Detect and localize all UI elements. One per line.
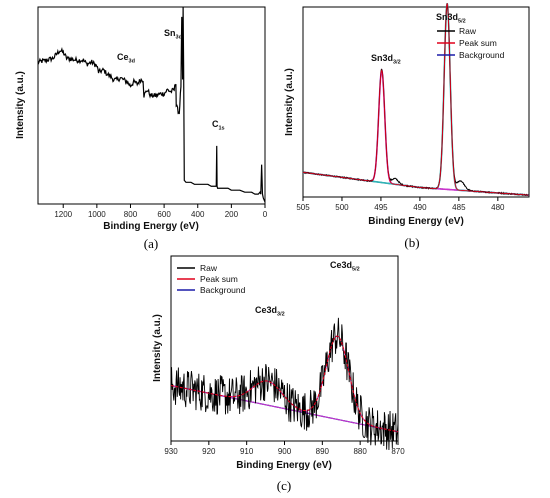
panel-a-y-axis-label: Intensity (a.u.) (15, 71, 26, 139)
panel-b-annotations: Sn3d5/2 Sn3d3/2 (371, 12, 466, 66)
panel-b-x-ticks: 505 500 495 490 485 480 (296, 197, 505, 212)
panel-b: 505 500 495 490 485 480 Sn3d5/2 Sn3d3/2 Raw Pe… (284, 2, 530, 250)
panel-a-annotations: Sn3d Ce3d C1s (117, 28, 225, 132)
panel-a-x-axis-label: Binding Energy (eV) (103, 221, 199, 232)
panel-c-label: (c) (277, 478, 291, 493)
panel-b-component-peak-5-2 (302, 2, 529, 196)
panel-a-annotation: Ce3d (117, 52, 135, 65)
panel-c-annotations: Ce3d5/2 Ce3d3/2 (255, 260, 360, 318)
panel-a-annotation: C1s (212, 119, 225, 132)
panel-c-x-tick-label: 920 (202, 447, 216, 456)
panel-a-x-tick-label: 1000 (88, 210, 106, 219)
panel-b-legend-background: Background (459, 50, 505, 60)
panel-a-plot-frame (37, 6, 266, 205)
panel-b-plot-frame (302, 6, 530, 198)
panel-a-spectrum-line (37, 6, 266, 203)
panel-c-x-tick-label: 930 (164, 447, 178, 456)
panel-c-annotation: Ce3d3/2 (255, 305, 285, 318)
panel-b-y-axis-label: Intensity (a.u.) (284, 68, 295, 136)
panel-c-x-tick-label: 910 (240, 447, 254, 456)
panel-c-annotation: Ce3d5/2 (330, 260, 360, 273)
panel-b-x-tick-label: 495 (374, 203, 388, 212)
panel-c-raw-line (170, 317, 399, 450)
panel-b-legend-peak-sum: Peak sum (459, 38, 497, 48)
panel-b-raw-line (302, 2, 529, 196)
panel-b-x-axis-label: Binding Energy (eV) (368, 216, 464, 227)
panel-c-y-axis-label: Intensity (a.u.) (152, 314, 163, 382)
panel-c-x-tick-label: 890 (316, 447, 330, 456)
panel-a-x-tick-label: 0 (263, 210, 268, 219)
panel-c-x-tick-label: 880 (353, 447, 367, 456)
panel-a-x-tick-label: 200 (225, 210, 239, 219)
panel-c-x-axis-label: Binding Energy (eV) (236, 460, 332, 471)
panel-b-x-tick-label: 480 (491, 203, 505, 212)
panel-b-annotation: Sn3d5/2 (436, 12, 466, 25)
panel-c-peak-sum-line (170, 335, 399, 433)
panel-b-peak-sum-line (302, 3, 529, 196)
panel-b-annotation: Sn3d3/2 (371, 53, 401, 66)
panel-b-legend-raw: Raw (459, 26, 477, 36)
panel-a-x-tick-label: 800 (124, 210, 138, 219)
panel-a-x-ticks: 1200 1000 800 600 400 200 0 (54, 204, 268, 219)
panel-b-legend: Raw Peak sum Background (437, 26, 505, 60)
panel-c-x-tick-label: 870 (391, 447, 405, 456)
panel-c-legend-background: Background (200, 285, 246, 295)
panel-c: 930 920 910 900 890 880 870 Ce3d5/2 Ce3d3/2 Raw… (152, 255, 405, 493)
panel-b-x-tick-label: 505 (296, 203, 310, 212)
panel-c-x-tick-label: 900 (278, 447, 292, 456)
panel-a-x-tick-label: 400 (191, 210, 205, 219)
panel-c-component-peak-5-2 (170, 335, 399, 433)
panel-b-x-tick-label: 500 (335, 203, 349, 212)
panel-c-legend-raw: Raw (200, 263, 218, 273)
panel-a-annotation: Sn3d (164, 28, 182, 41)
panel-c-legend: Raw Peak sum Background (177, 263, 246, 295)
panel-b-x-tick-label: 485 (452, 203, 466, 212)
panel-c-legend-peak-sum: Peak sum (200, 274, 238, 284)
panel-a: 1200 1000 800 600 400 200 0 Sn3d Ce3d C1s Bindin… (15, 6, 268, 251)
panel-b-label: (b) (404, 235, 419, 250)
panel-b-x-tick-label: 490 (413, 203, 427, 212)
panel-a-x-tick-label: 1200 (54, 210, 72, 219)
panel-a-label: (a) (144, 236, 158, 251)
panel-a-x-tick-label: 600 (157, 210, 171, 219)
panel-c-x-ticks: 930 920 910 900 890 880 870 (164, 441, 405, 456)
panel-b-background-line (302, 171, 529, 196)
